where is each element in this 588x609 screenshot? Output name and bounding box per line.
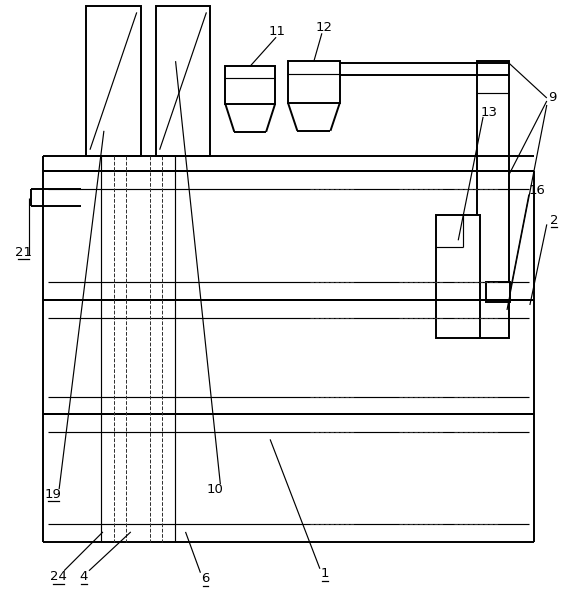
Bar <box>436 216 480 338</box>
Text: 11: 11 <box>269 25 286 38</box>
Text: 21: 21 <box>15 246 32 259</box>
Bar <box>156 7 211 156</box>
Bar <box>288 61 340 103</box>
Text: 12: 12 <box>315 21 332 34</box>
Text: 16: 16 <box>529 184 545 197</box>
Bar <box>86 7 141 156</box>
Text: 1: 1 <box>320 567 329 580</box>
Text: 6: 6 <box>201 572 209 585</box>
Text: 19: 19 <box>45 488 62 501</box>
Bar <box>225 66 275 104</box>
Text: 13: 13 <box>480 107 497 119</box>
Text: 10: 10 <box>207 482 224 496</box>
Text: 9: 9 <box>549 91 557 105</box>
Bar <box>477 61 509 338</box>
Text: 2: 2 <box>550 214 558 227</box>
Text: 24: 24 <box>49 570 66 583</box>
Text: 4: 4 <box>80 570 88 583</box>
Bar <box>486 282 510 302</box>
